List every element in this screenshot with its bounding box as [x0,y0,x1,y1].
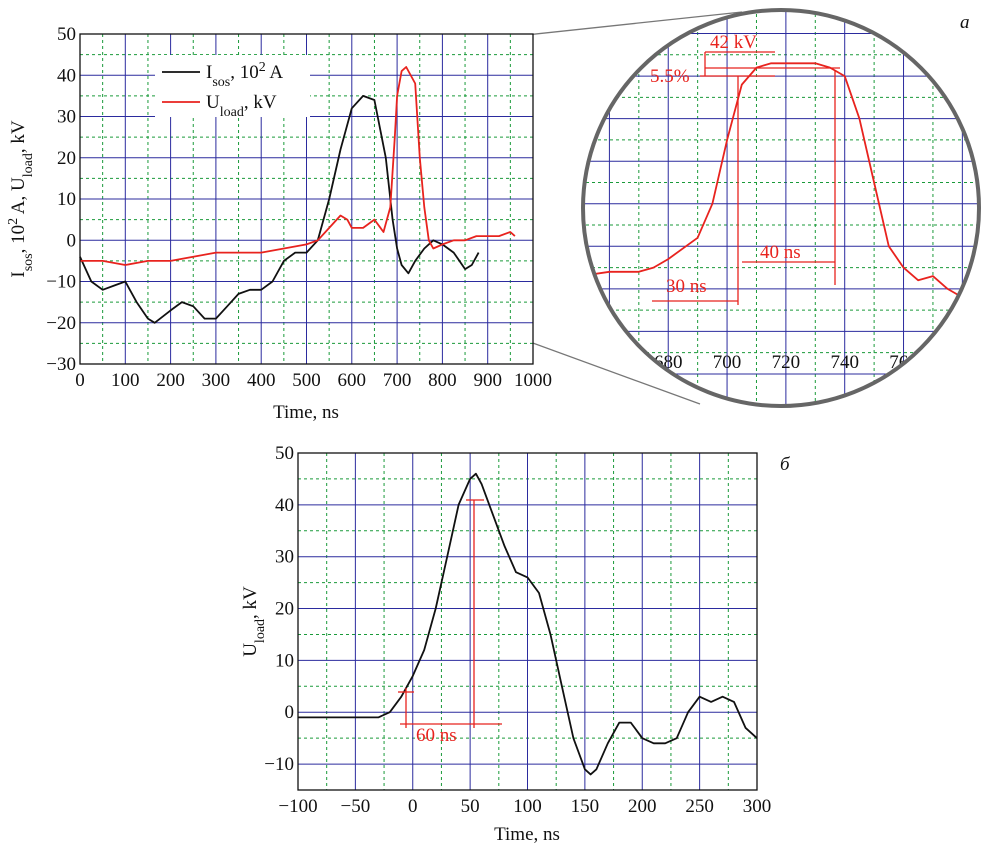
y-axis-label: Isos, 102 A, Uload, kV [6,120,36,278]
legend-label: Isos, 102 A [206,60,283,90]
y-tick-label: −20 [46,313,76,334]
x-tick-label: 900 [473,370,502,391]
b-annotations: 60 ns [398,499,502,746]
x-tick-label: 300 [743,796,772,817]
zoom-annotations: 42 kV 5.5% 30 ns 40 ns [650,32,840,305]
x-tick-label: 500 [292,370,321,391]
x-tick-label: 700 [383,370,412,391]
y-tick-label: 30 [275,547,294,568]
y-tick-label: 50 [275,443,294,464]
x-tick-label: 0 [75,370,85,391]
text-part: sos [212,75,230,90]
y-tick-label: −10 [264,754,294,775]
y-tick-label: 0 [285,702,295,723]
text-part: load [220,105,244,120]
text-part: I [8,271,29,277]
text-part: , kV [240,586,261,619]
annotation: 40 ns [760,242,801,263]
text-part: U [240,643,261,657]
x-tick-label: 740 [830,352,859,373]
zoom-circle [581,8,981,408]
text-part: U [206,92,220,113]
text-part: I [206,62,212,83]
axes-frame [79,33,534,365]
text-part: , kV [8,120,29,153]
y-tick-label: 20 [275,599,294,620]
panel-label: а [960,12,970,33]
text-part: A [266,62,284,83]
x-tick-label: 250 [685,796,714,817]
text-part: A, [8,191,29,218]
x-tick-label: 100 [513,796,542,817]
text-part: , kV [244,92,277,113]
legend-box [155,55,310,117]
text-part: 2 [6,218,21,225]
annotation: 5.5% [650,66,690,87]
y-tick-label: 10 [57,189,76,210]
x-tick-label: 800 [428,370,457,391]
y-tick-label: 0 [67,230,77,251]
x-tick-label: 600 [338,370,367,391]
text-part: sos [21,253,36,271]
panel-label: б [780,454,791,475]
annotation: 30 ns [666,276,707,297]
text-part: , 10 [8,225,29,254]
x-tick-label: 200 [156,370,185,391]
y-tick-label: 50 [57,24,76,45]
series-line [298,472,758,776]
text-part: 2 [259,60,266,75]
x-tick-label: 1000 [514,370,552,391]
text-part: load [21,153,36,177]
text-part: U [8,177,29,191]
y-tick-label: −30 [46,354,76,375]
series-line [80,66,516,266]
text-part: load [253,619,268,643]
x-axis-label: Time, ns [494,824,560,845]
x-tick-label: 700 [713,352,742,373]
series-line [79,95,480,324]
legend-label: Uload, kV [206,92,277,120]
x-tick-label: −50 [341,796,371,817]
x-tick-label: 100 [111,370,140,391]
y-tick-label: 10 [275,650,294,671]
axes-frame [297,452,758,791]
plot-zoom: 680 700 720 740 760 [583,10,979,406]
annotation: 42 kV [710,32,757,53]
x-axis-label: Time, ns [273,402,339,423]
x-tick-label: 720 [772,352,801,373]
x-tick-label: 0 [408,796,418,817]
x-tick-label: 400 [247,370,276,391]
x-tick-label: 200 [628,796,657,817]
y-tick-label: 40 [57,65,76,86]
y-tick-label: 40 [275,495,294,516]
annotation: 60 ns [416,725,457,746]
text-part: , 10 [230,62,259,83]
x-tick-label: 300 [202,370,231,391]
y-tick-label: −10 [46,272,76,293]
series-line [583,62,979,303]
y-tick-label: 20 [57,148,76,169]
x-tick-label: −100 [278,796,317,817]
x-tick-label: 50 [461,796,480,817]
y-tick-label: 30 [57,107,76,128]
x-tick-label: 150 [571,796,600,817]
y-axis-label: Uload, kV [240,586,268,657]
plot-a: 0 100 200 300 400 500 600 700 800 900 1000−30−20−1… [46,24,552,391]
